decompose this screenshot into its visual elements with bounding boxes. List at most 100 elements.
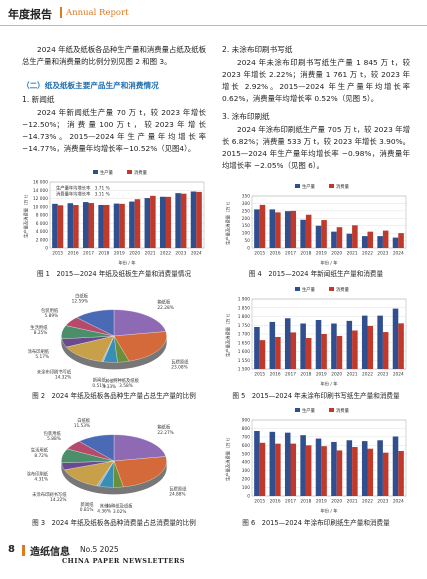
bar <box>300 435 306 496</box>
bar <box>382 452 389 496</box>
legend-label: 生产量 <box>302 183 316 190</box>
bar <box>331 323 337 369</box>
slice-label: 包装用纸 <box>41 307 59 314</box>
x-tick-label: 2023 <box>175 251 186 257</box>
x-tick-label: 2018 <box>300 251 311 257</box>
bar <box>259 204 266 248</box>
bar <box>392 237 399 248</box>
legend-swatch <box>329 408 334 412</box>
bar <box>254 209 260 248</box>
legend-label: 消费量 <box>336 183 350 190</box>
bar <box>52 203 58 248</box>
bar <box>300 219 306 248</box>
chart: 1 500 1 550 1 600 1 650 1 700 1 750 1 800 1 850… <box>225 286 407 388</box>
bar <box>165 196 172 248</box>
bar <box>382 230 389 248</box>
journal-name: 造纸信息 <box>30 547 70 558</box>
bar <box>346 440 353 496</box>
y-tick-label: 200 <box>242 216 250 222</box>
bar <box>398 233 404 248</box>
bar <box>259 340 266 369</box>
legend-swatch <box>295 408 300 412</box>
plot-frame <box>251 195 407 249</box>
bar <box>315 438 322 496</box>
x-tick-label: 2019 <box>316 251 327 257</box>
x-tick-label: 2024 <box>393 499 404 505</box>
bar <box>367 231 374 248</box>
y-tick-label: 4 000 <box>36 229 49 235</box>
bar <box>275 212 281 248</box>
y-tick-label: 400 <box>242 460 250 466</box>
bar <box>290 332 297 369</box>
y-tick-label: 1 750 <box>238 323 251 329</box>
x-tick-label: 2017 <box>285 251 296 257</box>
bar <box>73 205 79 248</box>
slice-label: 白纸板 <box>77 417 91 424</box>
slice-label: 特种纸及纸板 <box>107 503 133 510</box>
bar <box>336 450 343 496</box>
x-tick-label: 2021 <box>145 251 156 257</box>
legend-swatch <box>127 170 132 174</box>
bar <box>269 321 276 369</box>
legend-swatch <box>295 184 300 188</box>
chart: 0 2 000 4 000 6 000 8 000 10 000 12 000 14 000 1… <box>23 169 205 267</box>
subsection-heading: 2. 未涂布印刷书写纸 <box>222 45 293 54</box>
legend-swatch <box>295 287 300 291</box>
slice-label: 特种纸及纸板 <box>113 377 139 384</box>
slice-value: 11.53% <box>74 423 90 429</box>
bar <box>336 335 343 369</box>
x-tick-label: 2022 <box>362 251 373 257</box>
slice-value: 4.36% <box>97 508 111 514</box>
y-tick-label: 0 <box>247 246 250 252</box>
slice-value: 0.51% <box>92 383 106 389</box>
x-tick-label: 2018 <box>98 251 109 257</box>
header-title: 年度报告 <box>8 8 52 21</box>
bar <box>67 203 74 248</box>
bar <box>275 443 281 496</box>
slice-label: 白纸板 <box>75 292 89 299</box>
y-tick-label: 350 <box>242 194 250 200</box>
x-tick-label: 2020 <box>331 372 342 378</box>
y-tick-label: 500 <box>242 451 250 457</box>
x-tick-label: 2020 <box>331 251 342 257</box>
paragraph: 2024 年未涂布印刷书写纸生产量 1 845 万 t，较 2023 年增长 2… <box>222 58 410 103</box>
bar <box>382 332 389 369</box>
y-tick-label: 50 <box>245 238 251 244</box>
y-tick-label: 0 <box>247 494 250 500</box>
slice-value: 0.81% <box>80 507 94 513</box>
y-tick-label: 800 <box>242 426 250 432</box>
legend-label: 消费量 <box>336 407 350 414</box>
y-axis-label: 生产量及消费量（万 t） <box>225 311 232 357</box>
x-tick-label: 2016 <box>68 251 79 257</box>
slice-value: 4.31% <box>34 476 48 482</box>
x-axis-label: 年份 / 年 <box>320 260 338 267</box>
bar <box>321 446 327 496</box>
bar <box>254 327 260 369</box>
y-tick-label: 14 000 <box>33 188 48 194</box>
y-tick-label: 1 550 <box>238 358 251 364</box>
y-axis-label: 生产量及消费量（万 t） <box>23 192 30 238</box>
slice-value: 23.08% <box>171 365 187 371</box>
paragraph: 2024 年纸及纸板各品种生产量和消费量占纸及纸板总生产量和消费量的比例分别见图… <box>22 45 206 66</box>
x-tick-label: 2015 <box>254 499 265 505</box>
journal-name-en: CHINA PAPER NEWSLETTERS <box>62 557 185 565</box>
bar <box>305 338 312 369</box>
x-tick-label: 2020 <box>331 499 342 505</box>
header-bar <box>60 7 62 18</box>
bar <box>315 225 322 248</box>
y-axis-label: 生产量及消费量（万 t） <box>225 435 232 481</box>
y-tick-label: 1 900 <box>238 297 251 303</box>
bar <box>377 315 383 369</box>
x-tick-label: 2016 <box>270 499 281 505</box>
y-tick-label: 0 <box>45 246 48 252</box>
slice-label: 瓦楞原纸 <box>171 358 189 365</box>
slice-value: 8.72% <box>34 453 48 459</box>
bar <box>331 231 337 248</box>
x-tick-label: 2022 <box>362 499 373 505</box>
slice-label: 瓦楞原纸 <box>169 485 187 492</box>
y-tick-label: 700 <box>242 434 250 440</box>
slice-value: 5.88% <box>47 436 61 442</box>
